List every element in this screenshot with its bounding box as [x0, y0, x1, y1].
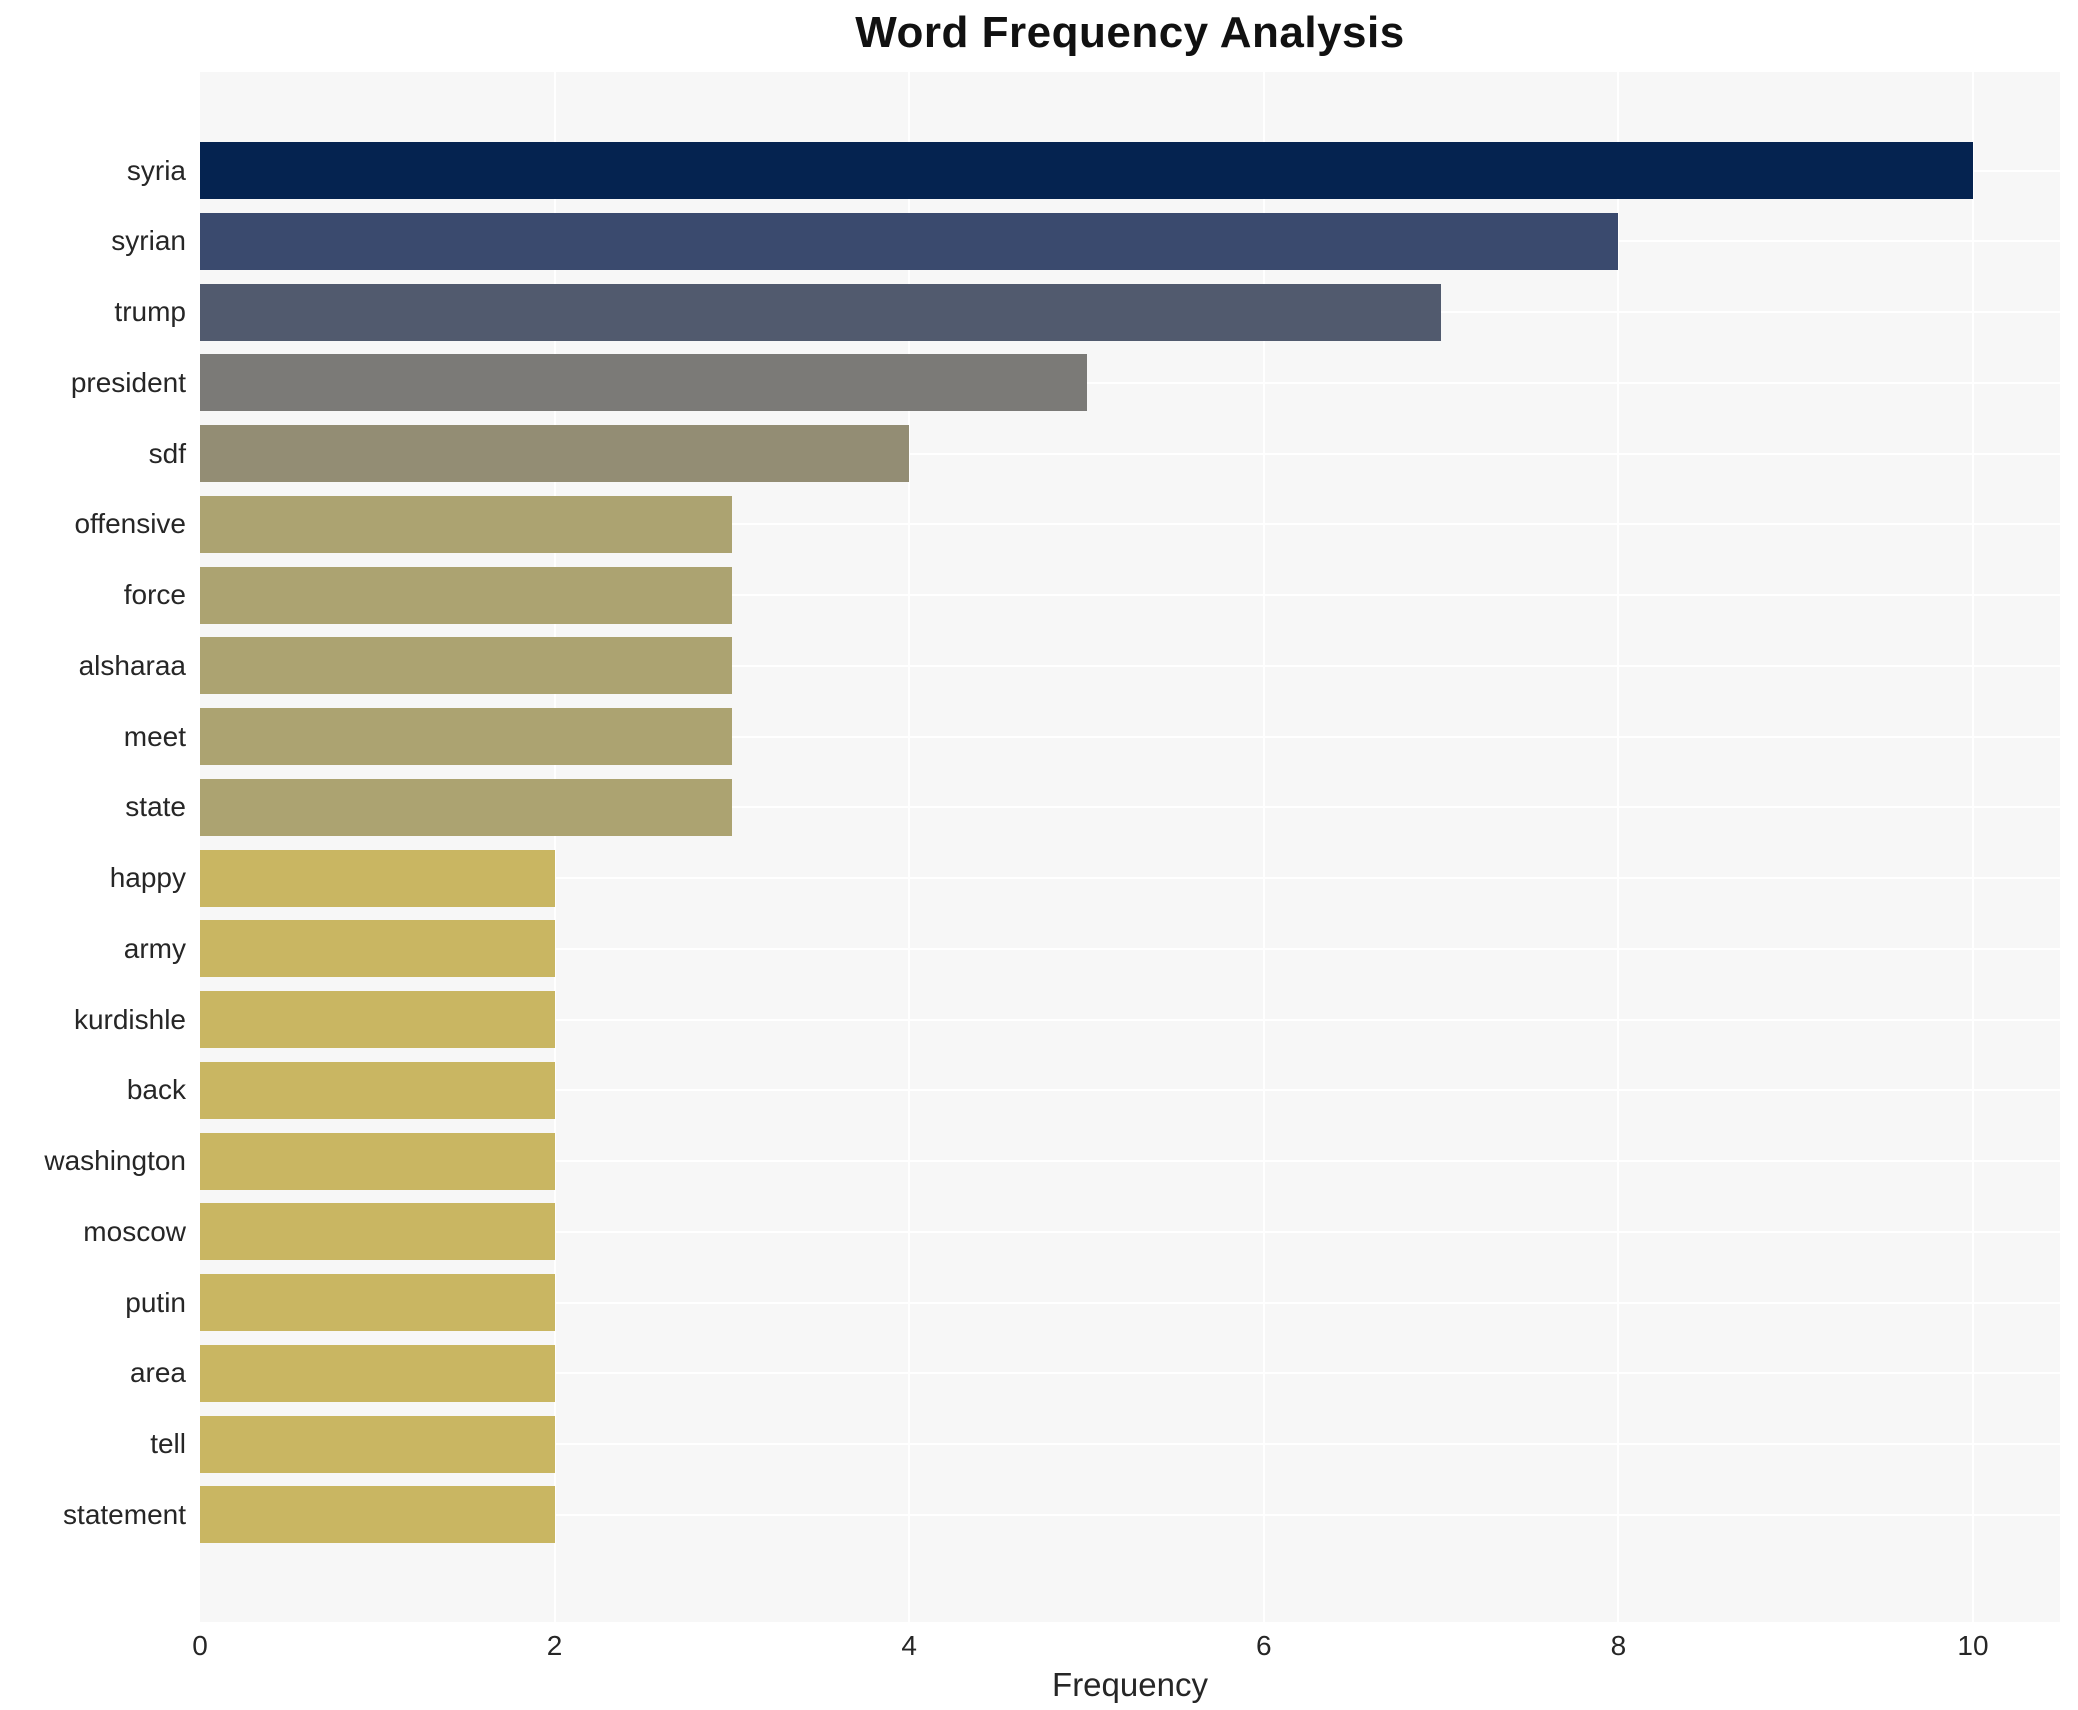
y-axis-label-alsharaa: alsharaa — [78, 649, 186, 681]
x-tick-10: 10 — [1957, 1630, 1989, 1661]
x-axis-ticks: 0 2 4 6 8 10 — [192, 1630, 2060, 1664]
gridline-horizontal-offensive — [200, 523, 2060, 526]
y-axis-label-meet: meet — [123, 720, 186, 752]
y-axis-label-statement: statement — [63, 1498, 186, 1530]
bar-area — [200, 1344, 555, 1402]
gridline-vertical-8 — [1617, 72, 1620, 1622]
x-tick-0: 0 — [192, 1630, 208, 1661]
gridline-vertical-10 — [1972, 72, 1974, 1622]
gridline-horizontal-happy — [200, 877, 2060, 879]
y-axis-label-army: army — [123, 932, 186, 964]
gridline-horizontal-kurdishle — [200, 1018, 2060, 1021]
gridline-vertical-2 — [553, 72, 556, 1622]
gridline-vertical-6 — [1262, 72, 1265, 1622]
chart-title: Word Frequency Analysis — [855, 8, 1405, 57]
bar-syrian — [200, 212, 1619, 270]
gridline-horizontal-tell — [200, 1443, 2060, 1445]
gridline-horizontal-army — [200, 947, 2060, 950]
y-axis-label-tell: tell — [150, 1428, 186, 1459]
bar-putin — [200, 1274, 555, 1331]
x-tick-2: 2 — [546, 1630, 563, 1661]
bar-president — [200, 354, 1087, 412]
bar-trump — [200, 283, 1442, 341]
y-axis-label-force: force — [123, 579, 186, 610]
x-axis-title: Frequency — [1052, 1666, 1208, 1703]
y-axis-label-president: president — [70, 366, 186, 398]
bar-meet — [200, 708, 732, 765]
bar-statement — [200, 1486, 555, 1544]
y-axis-label-putin: putin — [125, 1286, 186, 1318]
y-axis-label-washington: washington — [44, 1145, 186, 1176]
bar-sdf — [200, 425, 910, 482]
gridline-horizontal-moscow — [200, 1230, 2060, 1233]
y-axis-label-moscow: moscow — [83, 1215, 186, 1247]
gridline-horizontal-statement — [200, 1513, 2060, 1516]
bar-happy — [200, 849, 555, 907]
bar-offensive — [200, 495, 732, 553]
gridline-horizontal-state — [200, 806, 2060, 809]
y-axis-label-trump: trump — [114, 296, 186, 327]
gridline-horizontal-area — [200, 1372, 2060, 1375]
y-axis-label-happy: happy — [109, 862, 186, 893]
y-axis-label-back: back — [126, 1074, 186, 1106]
bar-syria — [200, 142, 1973, 199]
x-tick-4: 4 — [901, 1630, 917, 1661]
bar-moscow — [200, 1203, 555, 1261]
gridline-horizontal-putin — [200, 1301, 2060, 1304]
gridline-horizontal-alsharaa — [200, 664, 2060, 667]
y-axis-label-kurdishle: kurdishle — [73, 1003, 186, 1035]
y-axis-label-state: state — [125, 791, 186, 823]
bar-state — [200, 778, 732, 836]
gridline-horizontal-washington — [200, 1160, 2060, 1162]
gridline-horizontal-force — [200, 594, 2060, 596]
x-tick-8: 8 — [1610, 1630, 1627, 1661]
bar-back — [200, 1061, 555, 1119]
gridline-vertical-4 — [908, 72, 911, 1622]
bar-washington — [200, 1132, 555, 1190]
y-axis-label-offensive: offensive — [74, 508, 186, 540]
plot-area — [200, 72, 2060, 1622]
y-axis-labels: syria syrian trump president sdf offensive for… — [0, 72, 186, 1622]
gridline-horizontal-sdf — [200, 452, 2060, 455]
y-axis-label-area: area — [129, 1357, 186, 1389]
bar-army — [200, 920, 555, 978]
gridline-horizontal-back — [200, 1089, 2060, 1092]
gridline-horizontal-president — [200, 381, 2060, 384]
y-axis-label-sdf: sdf — [148, 437, 186, 469]
bar-force — [200, 566, 732, 624]
y-axis-label-syria: syria — [126, 154, 186, 186]
x-tick-6: 6 — [1256, 1630, 1272, 1661]
bar-kurdishle — [200, 991, 555, 1048]
bar-tell — [200, 1415, 555, 1473]
bar-alsharaa — [200, 637, 732, 695]
gridline-horizontal-meet — [200, 735, 2060, 738]
y-axis-label-syrian: syrian — [111, 225, 186, 257]
